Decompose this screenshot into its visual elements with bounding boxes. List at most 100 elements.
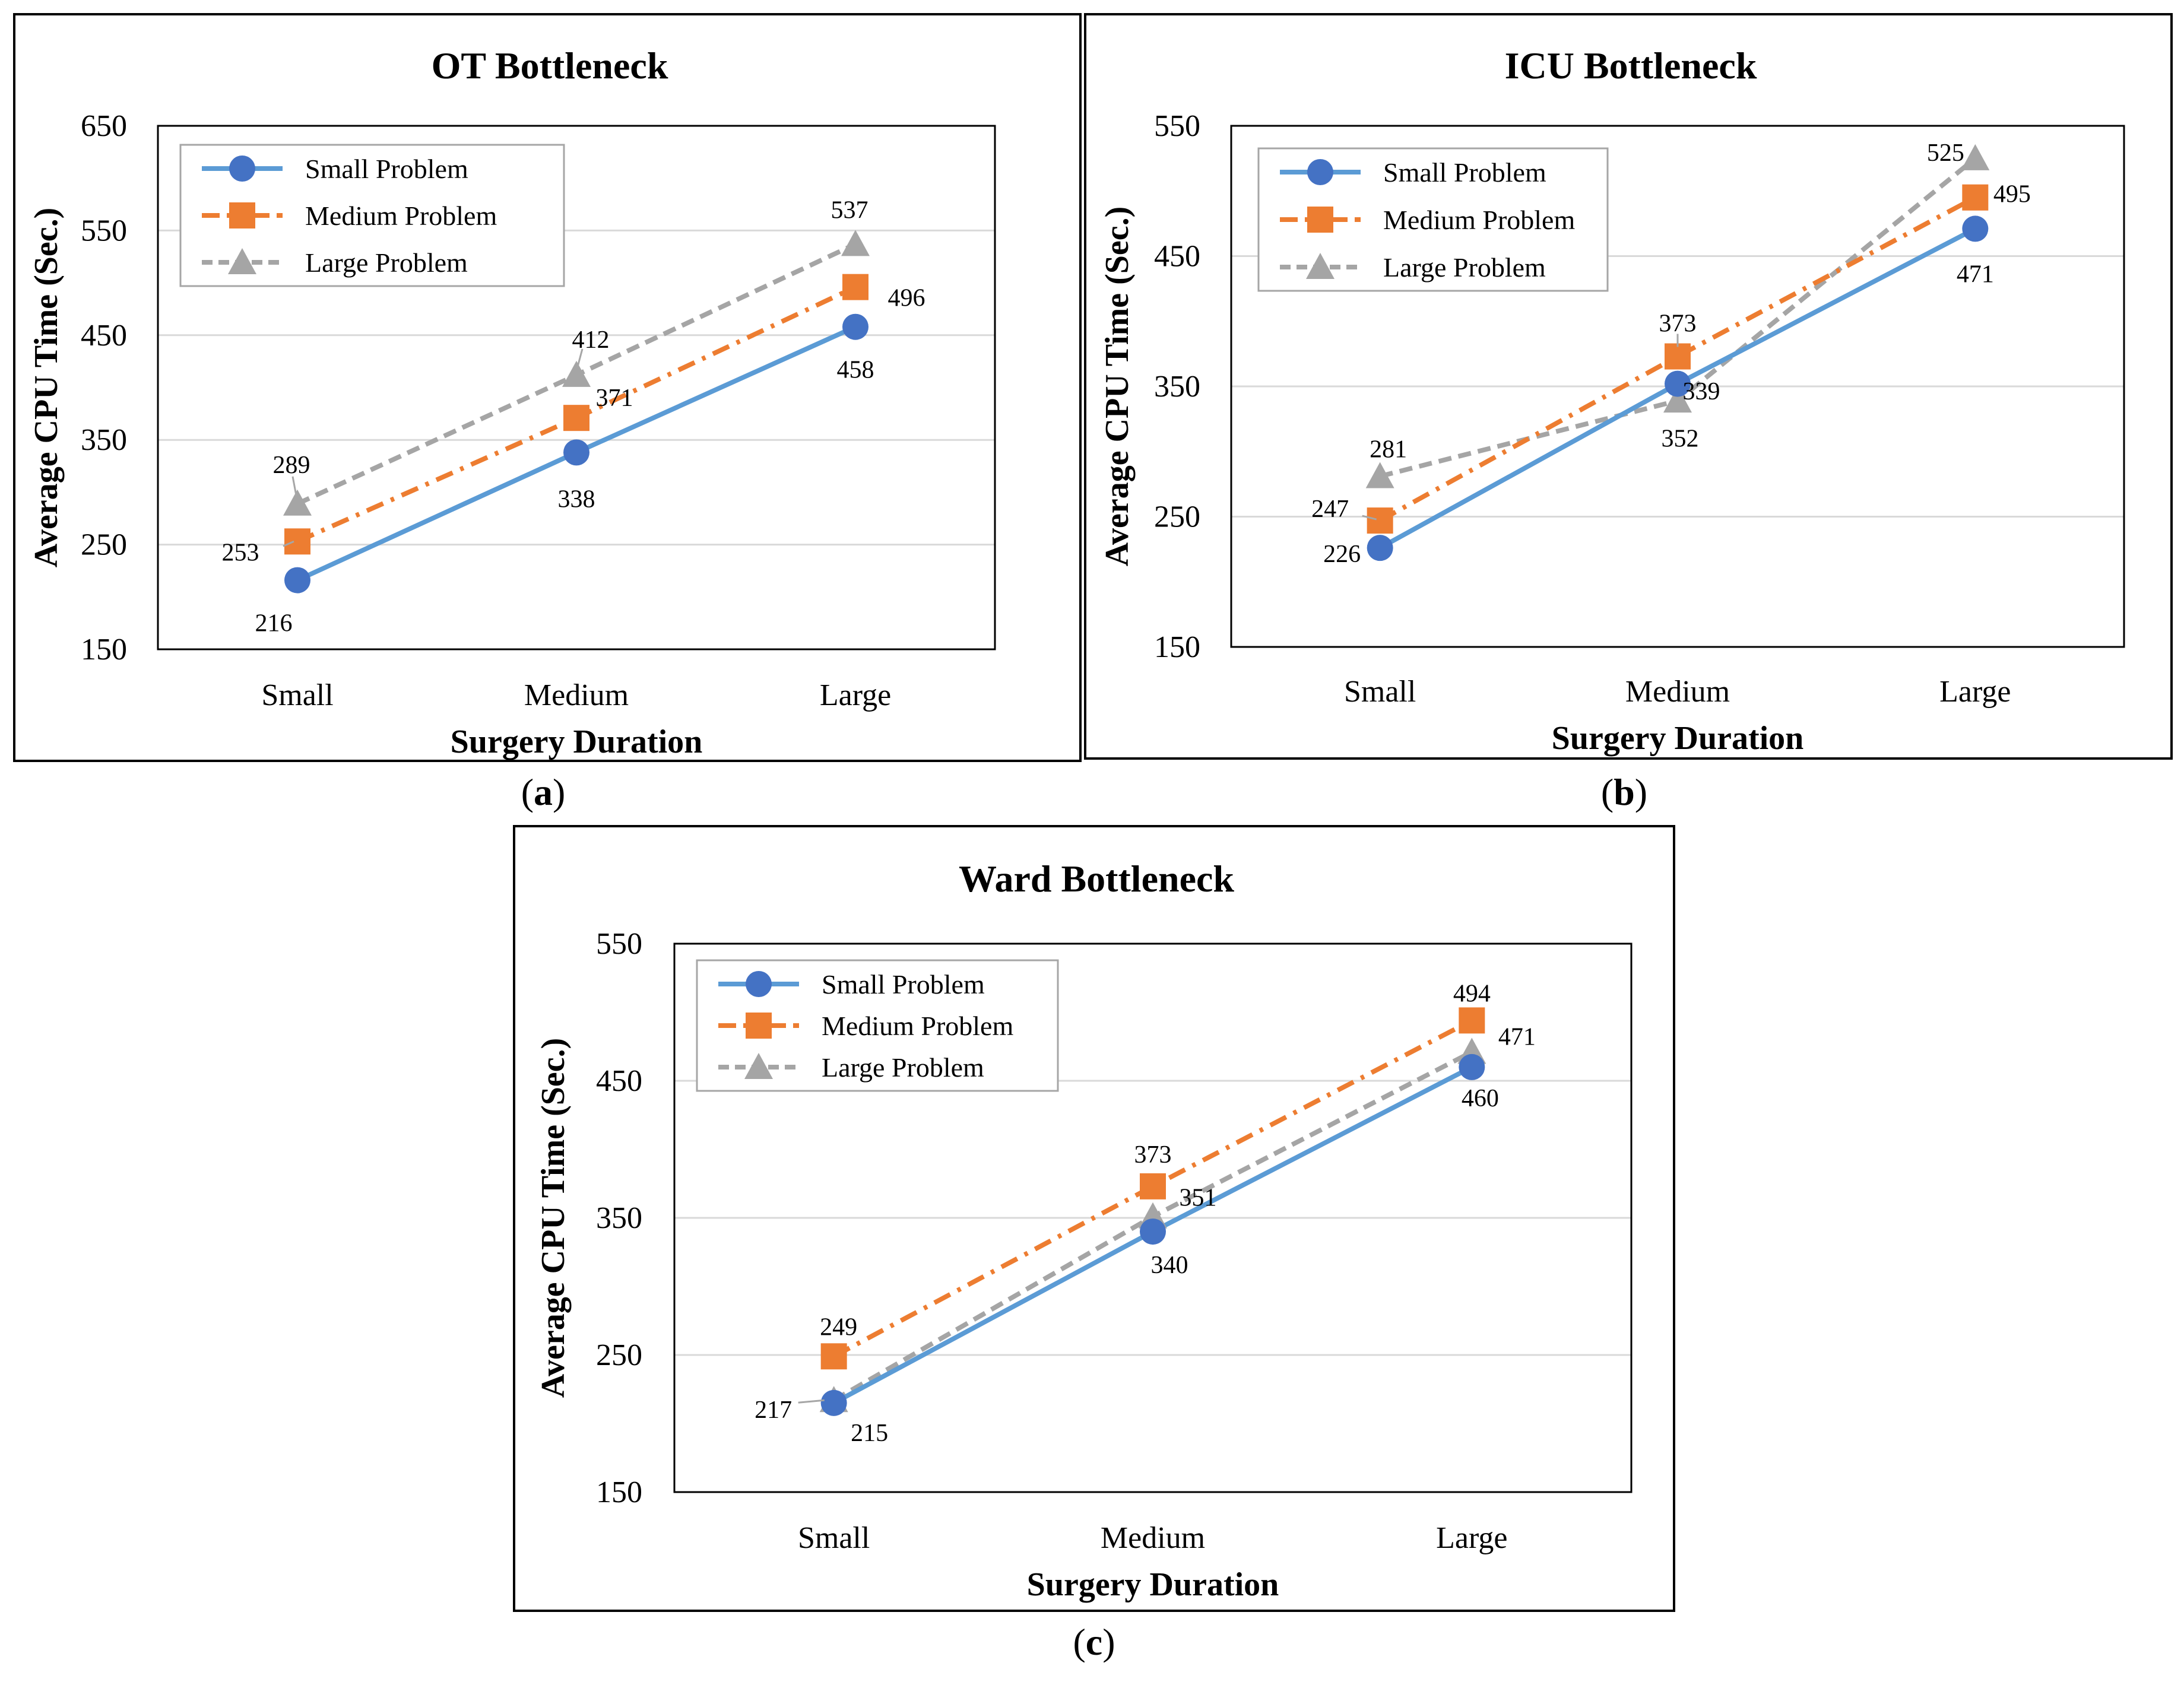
point-small-2 (1459, 1053, 1485, 1080)
legend-marker-small (746, 971, 772, 997)
y-tick-label: 350 (81, 423, 127, 457)
point-medium-1 (1665, 343, 1691, 370)
chart-panel-ot: OT Bottleneck 150 250 350 450 550 650 Small Medi… (13, 13, 1082, 762)
x-axis-title: Surgery Duration (1552, 720, 1804, 757)
legend-label-large: Large Problem (1383, 252, 1546, 283)
legend-marker-medium (1307, 207, 1333, 233)
data-label-large-0: 289 (273, 452, 310, 479)
data-label-medium-2: 494 (1453, 980, 1491, 1007)
data-label-small-1: 340 (1151, 1252, 1188, 1279)
legend-label-small: Small Problem (822, 969, 985, 999)
legend-marker-large (744, 1053, 773, 1079)
plot-area (1230, 125, 2125, 648)
data-label-small-2: 471 (1957, 261, 1994, 288)
chart-title: ICU Bottleneck (1505, 45, 1757, 87)
x-tick-label: Small (261, 678, 333, 712)
y-tick-label: 350 (596, 1201, 642, 1235)
point-small-2 (1962, 215, 1989, 242)
x-tick-label: Medium (524, 678, 629, 712)
x-axis-title: Surgery Duration (451, 723, 703, 760)
data-label-small-0: 226 (1323, 541, 1361, 568)
data-label-medium-1: 373 (1659, 310, 1697, 338)
y-axis-title: Average CPU Time (Sec.) (28, 208, 65, 567)
x-tick-label: Large (1436, 1521, 1507, 1555)
data-label-small-1: 352 (1662, 426, 1699, 453)
data-label-small-2: 458 (837, 357, 874, 384)
y-axis-title: Average CPU Time (Sec.) (1099, 207, 1136, 566)
legend-marker-large (1306, 253, 1335, 279)
x-tick-label: Large (820, 678, 891, 712)
y-tick-label: 150 (1154, 630, 1200, 664)
point-medium-1 (563, 405, 589, 431)
data-label-medium-1: 371 (596, 385, 633, 412)
data-label-large-2: 525 (1927, 139, 1964, 167)
caption-b: (b) (1600, 771, 1648, 813)
x-tick-label: Medium (1101, 1521, 1205, 1555)
legend-marker-small (1307, 159, 1333, 185)
y-tick-label: 550 (596, 927, 642, 961)
legend-marker-small (229, 155, 255, 182)
leader-line (798, 1399, 825, 1404)
y-tick-label: 250 (596, 1338, 642, 1372)
y-tick-label: 450 (81, 319, 127, 353)
data-label-large-2: 471 (1498, 1023, 1536, 1051)
chart-title: OT Bottleneck (432, 45, 668, 87)
chart-panel-icu: ICU Bottleneck 150 250 350 450 550 Small Medium… (1084, 13, 2173, 760)
chart-title: Ward Bottleneck (959, 858, 1234, 900)
y-tick-label: 550 (1154, 109, 1200, 143)
legend-marker-medium (229, 202, 255, 229)
chart-panel-ward: Ward Bottleneck 150 250 350 450 550 Small Mediu… (513, 825, 1675, 1612)
data-label-large-1: 351 (1180, 1185, 1217, 1212)
data-label-medium-0: 249 (820, 1313, 857, 1341)
x-tick-label: Large (1939, 675, 2011, 709)
data-label-medium-2: 495 (1993, 181, 2031, 208)
chart-icu: ICU Bottleneck 150 250 350 450 550 Small Medium… (1099, 45, 2125, 757)
point-small-1 (563, 439, 589, 466)
data-label-small-0: 216 (255, 610, 293, 637)
point-large-0 (283, 489, 312, 516)
y-tick-label: 250 (81, 528, 127, 562)
data-label-medium-1: 373 (1134, 1141, 1172, 1169)
legend-marker-medium (746, 1013, 772, 1039)
chart-ward: Ward Bottleneck 150 250 350 450 550 Small Mediu… (535, 858, 1633, 1603)
chart-ot: OT Bottleneck 150 250 350 450 550 650 Small Medi… (28, 45, 996, 760)
y-tick-label: 650 (81, 109, 127, 143)
data-label-medium-0: 253 (222, 539, 259, 566)
point-large-2 (1961, 144, 1990, 170)
data-label-small-1: 338 (558, 485, 595, 513)
plot-area (673, 942, 1633, 1493)
data-label-medium-0: 247 (1311, 496, 1349, 523)
plot-area (157, 125, 996, 650)
x-axis-title: Surgery Duration (1027, 1566, 1279, 1603)
data-label-large-0: 217 (755, 1397, 792, 1424)
point-small-0 (1367, 535, 1393, 561)
legend-label-medium: Medium Problem (305, 201, 497, 231)
y-tick-label: 350 (1154, 370, 1200, 404)
legend-label-large: Large Problem (822, 1052, 984, 1083)
point-medium-1 (1140, 1173, 1166, 1199)
legend-label-medium: Medium Problem (1383, 205, 1575, 235)
point-small-0 (820, 1389, 847, 1416)
point-small-2 (842, 313, 868, 340)
legend-label-small: Small Problem (1383, 157, 1546, 188)
point-medium-2 (1962, 184, 1989, 211)
x-tick-label: Medium (1625, 675, 1730, 709)
x-tick-label: Small (798, 1521, 870, 1555)
data-label-large-0: 281 (1370, 436, 1407, 463)
data-label-large-1: 412 (572, 326, 610, 354)
y-tick-label: 150 (81, 633, 127, 667)
legend-marker-large (228, 248, 256, 274)
leader-line (576, 348, 584, 367)
caption-a: (a) (521, 771, 566, 813)
point-medium-2 (842, 274, 868, 300)
data-label-large-1: 339 (1683, 378, 1720, 405)
point-medium-0 (820, 1343, 847, 1370)
caption-c: (c) (1073, 1621, 1115, 1663)
legend-label-large: Large Problem (305, 247, 468, 278)
point-medium-0 (284, 528, 310, 555)
point-medium-2 (1459, 1007, 1485, 1034)
point-small-1 (1140, 1218, 1166, 1245)
y-tick-label: 250 (1154, 500, 1200, 534)
point-medium-0 (1367, 507, 1393, 534)
y-axis-title: Average CPU Time (Sec.) (535, 1038, 572, 1398)
